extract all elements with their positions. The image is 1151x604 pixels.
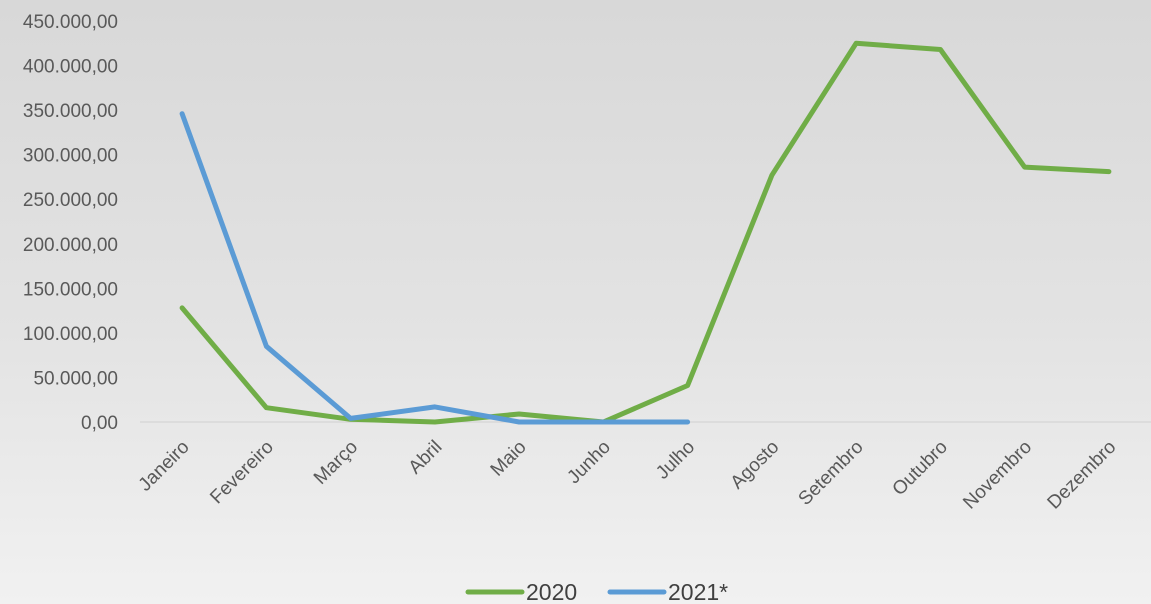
x-tick-label: Fevereiro xyxy=(206,437,278,509)
series-lines xyxy=(179,40,1112,425)
y-tick-label: 300.000,00 xyxy=(23,146,118,167)
y-tick-label: 50.000,00 xyxy=(33,368,118,389)
y-tick-label: 250.000,00 xyxy=(23,190,118,211)
x-tick-label: Maio xyxy=(487,437,531,481)
y-axis-ticks: 0,00 50.000,00 100.000,00 150.000,00 200.000… xyxy=(23,12,118,434)
series-line-2021 xyxy=(179,111,691,425)
x-tick-label: Dezembro xyxy=(1044,437,1121,514)
x-tick-label: Junho xyxy=(563,437,614,488)
x-tick-label: Outubro xyxy=(889,437,952,500)
x-tick-label: Abril xyxy=(405,437,447,479)
x-tick-label: Novembro xyxy=(959,437,1036,514)
legend-label: 2020 xyxy=(526,579,577,604)
y-tick-label: 200.000,00 xyxy=(23,235,118,256)
legend-label: 2021* xyxy=(668,579,728,604)
x-tick-label: Março xyxy=(310,437,362,489)
y-tick-label: 400.000,00 xyxy=(23,57,118,78)
x-axis-ticks: Janeiro Fevereiro Março Abril Maio Junho Julho… xyxy=(135,437,1121,514)
y-tick-label: 350.000,00 xyxy=(23,101,118,122)
series-line-2020 xyxy=(179,40,1112,425)
y-tick-label: 100.000,00 xyxy=(23,324,118,345)
y-tick-label: 0,00 xyxy=(81,413,118,434)
y-tick-label: 150.000,00 xyxy=(23,279,118,300)
legend: 2020 2021* xyxy=(465,579,728,604)
x-tick-label: Agosto xyxy=(727,437,784,494)
y-tick-label: 450.000,00 xyxy=(23,12,118,33)
x-tick-label: Setembro xyxy=(795,437,868,510)
x-tick-label: Julho xyxy=(652,437,699,484)
x-tick-label: Janeiro xyxy=(135,437,194,496)
